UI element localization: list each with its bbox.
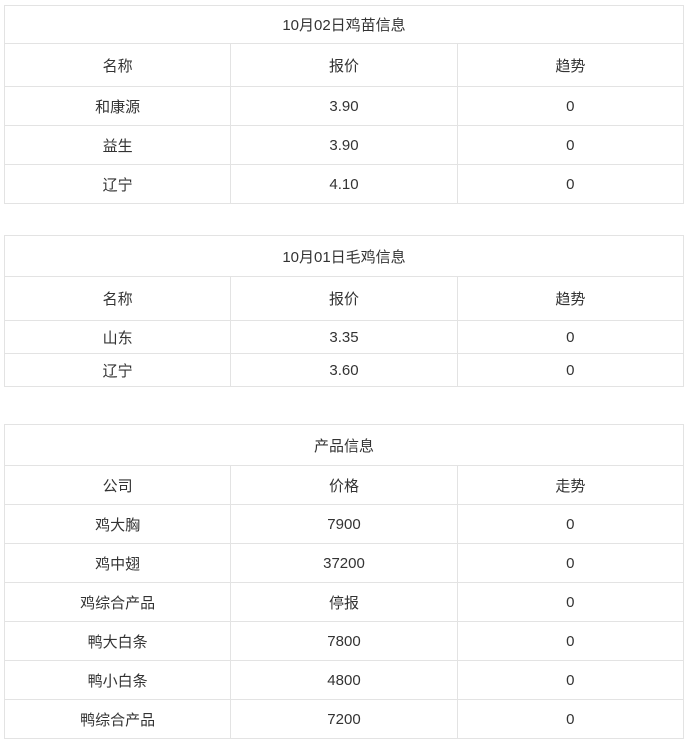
table-row: 鸡大胸 7900 0: [3, 504, 685, 544]
cell-trend: 0: [456, 320, 685, 354]
cell-trend: 0: [456, 582, 685, 622]
cell-price: 停报: [230, 582, 458, 622]
table-row: 鸭综合产品 7200 0: [3, 699, 685, 739]
table-row: 山东 3.35 0: [3, 320, 685, 354]
cell-trend: 0: [456, 504, 685, 544]
cell-company: 鸭大白条: [3, 621, 232, 661]
column-header-trend: 趋势: [456, 43, 685, 87]
cell-company: 鸭综合产品: [3, 699, 232, 739]
cell-trend: 0: [456, 86, 685, 126]
broiler-price-table: 10月01日毛鸡信息 名称 报价 趋势 山东 3.35 0 辽宁 3.60 0: [3, 235, 685, 387]
cell-price: 3.90: [230, 125, 458, 165]
table-title-row: 10月02日鸡苗信息: [4, 5, 684, 44]
cell-trend: 0: [456, 621, 685, 661]
table-title: 10月02日鸡苗信息: [4, 5, 684, 44]
table-header-row: 名称 报价 趋势: [3, 276, 685, 321]
column-header-name: 名称: [3, 276, 232, 321]
table-row: 鸭大白条 7800 0: [3, 621, 685, 661]
table-row: 鸡中翅 37200 0: [3, 543, 685, 583]
cell-trend: 0: [456, 353, 685, 387]
cell-price: 4.10: [230, 164, 458, 204]
cell-name: 辽宁: [3, 164, 232, 204]
cell-company: 鸡大胸: [3, 504, 232, 544]
cell-company: 鸭小白条: [3, 660, 232, 700]
column-header-name: 名称: [3, 43, 232, 87]
cell-price: 4800: [230, 660, 458, 700]
column-header-price: 报价: [230, 276, 458, 321]
cell-trend: 0: [456, 125, 685, 165]
cell-trend: 0: [456, 699, 685, 739]
cell-trend: 0: [456, 660, 685, 700]
cell-name: 山东: [3, 320, 232, 354]
cell-name: 和康源: [3, 86, 232, 126]
cell-price: 3.90: [230, 86, 458, 126]
table-row: 鸭小白条 4800 0: [3, 660, 685, 700]
table-title-row: 10月01日毛鸡信息: [4, 235, 684, 277]
table-row: 益生 3.90 0: [3, 125, 685, 165]
cell-trend: 0: [456, 164, 685, 204]
cell-trend: 0: [456, 543, 685, 583]
chick-price-table: 10月02日鸡苗信息 名称 报价 趋势 和康源 3.90 0 益生 3.90 0…: [3, 5, 685, 204]
cell-price: 7200: [230, 699, 458, 739]
column-header-trend: 趋势: [456, 276, 685, 321]
table-title-row: 产品信息: [4, 424, 684, 466]
cell-price: 3.35: [230, 320, 458, 354]
column-header-company: 公司: [3, 465, 232, 505]
product-price-table: 产品信息 公司 价格 走势 鸡大胸 7900 0 鸡中翅 37200 0 鸡综合…: [3, 424, 685, 739]
cell-name: 益生: [3, 125, 232, 165]
table-header-row: 公司 价格 走势: [3, 465, 685, 505]
cell-price: 7900: [230, 504, 458, 544]
table-title: 产品信息: [4, 424, 684, 466]
cell-price: 3.60: [230, 353, 458, 387]
table-row: 和康源 3.90 0: [3, 86, 685, 126]
cell-price: 7800: [230, 621, 458, 661]
cell-name: 辽宁: [3, 353, 232, 387]
cell-company: 鸡综合产品: [3, 582, 232, 622]
column-header-price: 价格: [230, 465, 458, 505]
cell-company: 鸡中翅: [3, 543, 232, 583]
table-header-row: 名称 报价 趋势: [3, 43, 685, 87]
table-row: 辽宁 3.60 0: [3, 353, 685, 387]
column-header-price: 报价: [230, 43, 458, 87]
column-header-trend: 走势: [456, 465, 685, 505]
table-row: 辽宁 4.10 0: [3, 164, 685, 204]
table-title: 10月01日毛鸡信息: [4, 235, 684, 277]
cell-price: 37200: [230, 543, 458, 583]
table-row: 鸡综合产品 停报 0: [3, 582, 685, 622]
